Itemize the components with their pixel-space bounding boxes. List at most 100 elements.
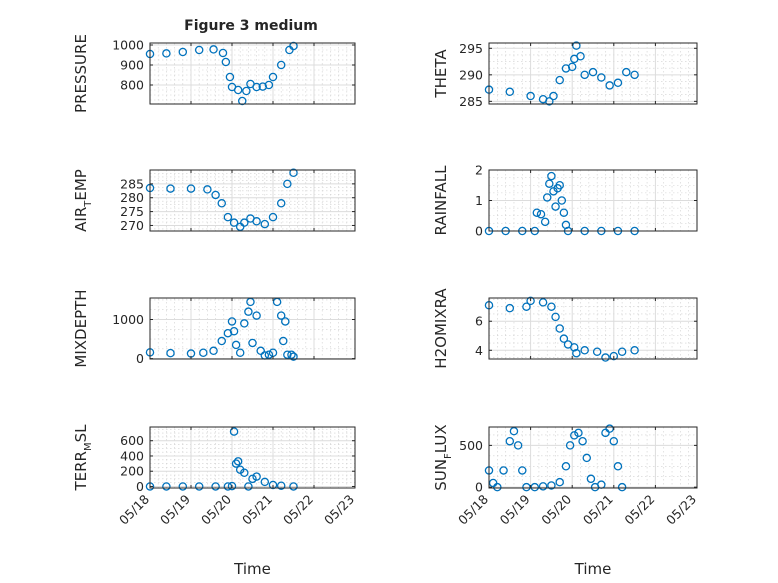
y-tick-label: 1	[475, 193, 483, 208]
data-point	[572, 348, 581, 358]
data-point	[217, 199, 226, 208]
data-point	[276, 60, 286, 70]
x-tick-label: 05/18	[116, 491, 152, 527]
y-axis-label: PRESSURE	[72, 34, 90, 113]
data-point	[572, 41, 581, 50]
y-axis-label-subscript: M	[83, 442, 94, 451]
data-point	[233, 457, 243, 466]
data-point	[499, 466, 508, 475]
data-point	[240, 218, 249, 227]
y-axis-label-part: SL	[72, 424, 90, 443]
data-point	[509, 426, 519, 436]
y-axis-label-part: LUX	[432, 424, 450, 453]
data-point	[166, 184, 175, 193]
data-point	[256, 346, 265, 356]
y-tick-label: 4	[475, 343, 483, 358]
data-point	[221, 57, 231, 67]
data-point	[229, 427, 239, 436]
data-point	[630, 70, 639, 80]
axes-box	[149, 169, 356, 232]
x-tick-label: 05/21	[580, 492, 616, 528]
data-point	[246, 297, 255, 307]
subplot-rainfall: 0 1 2 RAINFALL	[432, 163, 698, 239]
data-point	[565, 441, 575, 450]
y-tick-label: 900	[120, 58, 144, 73]
data-point	[540, 217, 550, 227]
data-point	[209, 45, 218, 54]
data-point	[289, 482, 298, 491]
data-point	[536, 209, 546, 219]
subplot-h2omixra: 4 6 H2OMIXRA	[432, 288, 698, 369]
data-point	[547, 481, 556, 490]
x-tick-label: 05/19	[497, 491, 533, 527]
data-point	[264, 350, 274, 359]
data-point	[218, 48, 228, 58]
data-point	[578, 436, 587, 446]
data-point	[264, 80, 274, 90]
data-point	[617, 347, 627, 356]
data-point	[551, 312, 560, 322]
y-tick-label: 290	[459, 67, 483, 82]
data-point	[538, 482, 548, 491]
data-point	[545, 97, 554, 106]
data-point	[258, 82, 267, 91]
data-point	[580, 346, 589, 355]
data-point	[580, 70, 589, 80]
y-tick-label: 2	[475, 163, 483, 178]
data-point	[229, 326, 239, 336]
figure-title: Figure 3 medium	[184, 18, 318, 34]
data-point	[601, 353, 610, 362]
data-point	[526, 91, 535, 101]
y-tick-label: 800	[120, 78, 144, 93]
data-point	[570, 431, 579, 440]
data-point	[542, 193, 552, 202]
axes-box	[149, 297, 356, 360]
data-point	[289, 41, 298, 51]
data-point	[545, 179, 554, 188]
data-point	[276, 311, 286, 320]
y-axis-label-part: TERR	[72, 451, 90, 492]
x-tick-label: 05/19	[157, 491, 193, 527]
data-point	[240, 319, 249, 328]
y-axis-label-subscript: F	[443, 453, 454, 459]
data-point	[225, 72, 235, 82]
data-point	[597, 73, 606, 82]
data-point	[199, 348, 208, 357]
y-tick-label: 600	[120, 433, 144, 448]
data-point	[283, 179, 292, 189]
data-point	[252, 82, 261, 92]
y-tick-label: 275	[120, 204, 144, 219]
data-point	[551, 202, 560, 211]
data-point	[178, 47, 188, 57]
data-point	[268, 480, 278, 490]
y-axis-label-subscript: T	[83, 200, 94, 208]
data-point	[248, 474, 257, 484]
subplot-mixdepth: 0 1000 MIXDEPTH	[72, 289, 356, 368]
data-point	[559, 208, 569, 217]
data-point	[505, 303, 515, 313]
data-point	[268, 212, 278, 222]
y-tick-label: 400	[120, 448, 144, 463]
data-point	[561, 462, 571, 471]
data-point	[209, 346, 218, 356]
data-point	[244, 482, 253, 491]
y-axis-label-part: SUN	[432, 459, 450, 491]
data-point	[555, 75, 564, 85]
y-tick-label: 285	[459, 94, 483, 109]
data-point	[227, 481, 237, 491]
data-point	[194, 482, 204, 491]
data-point	[538, 298, 548, 307]
subplot-pressure: 800 900 1000 PRESSURE	[72, 34, 356, 113]
y-tick-label: 1000	[112, 312, 144, 327]
y-tick-label: 295	[459, 41, 483, 56]
data-point	[532, 208, 542, 217]
x-tick-label: 05/21	[239, 492, 275, 528]
y-tick-label: 200	[120, 464, 144, 479]
y-tick-label: 285	[120, 176, 144, 191]
data-point	[617, 482, 627, 492]
x-tick-label: 05/22	[280, 492, 316, 528]
data-point	[203, 185, 212, 194]
data-point	[549, 91, 558, 101]
data-point	[178, 482, 188, 491]
data-point	[622, 67, 631, 77]
